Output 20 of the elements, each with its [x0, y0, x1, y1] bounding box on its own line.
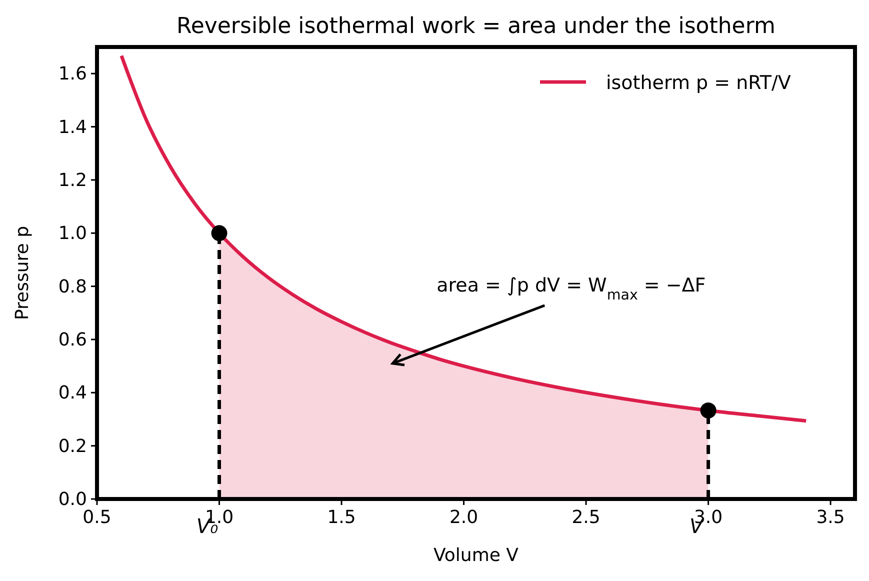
- y-axis-title: Pressure p: [12, 226, 33, 320]
- legend-label: isotherm p = nRT/V: [606, 72, 791, 94]
- y-tick-label: 0.2: [58, 436, 87, 457]
- y-tick-label: 0.6: [58, 329, 87, 350]
- line-series: [120, 54, 808, 423]
- y-tick-label: 1.0: [58, 223, 87, 244]
- y-tick-label: 1.6: [58, 64, 87, 85]
- x-axis-title: Volume V: [434, 545, 520, 566]
- y-tick-label: 1.4: [58, 116, 87, 138]
- annotation: area = ∫p dV = W$_{max}$ = −ΔF: [436, 274, 706, 304]
- y-tick-label: 1.2: [58, 170, 87, 191]
- y-tick-label: 0.0: [58, 489, 87, 510]
- chart-title: Reversible isothermal work = area under the isotherm: [176, 14, 776, 39]
- x-tick-label: 2.0: [449, 507, 478, 528]
- x-tick-label: 0.5: [82, 507, 112, 528]
- y-tick-label: 0.4: [58, 382, 87, 404]
- x-tick-label: 3.5: [816, 507, 845, 528]
- x-tick-label: 1.5: [327, 507, 356, 528]
- x-tick-label: 2.5: [572, 507, 600, 528]
- y-tick-label: 0.8: [58, 276, 87, 298]
